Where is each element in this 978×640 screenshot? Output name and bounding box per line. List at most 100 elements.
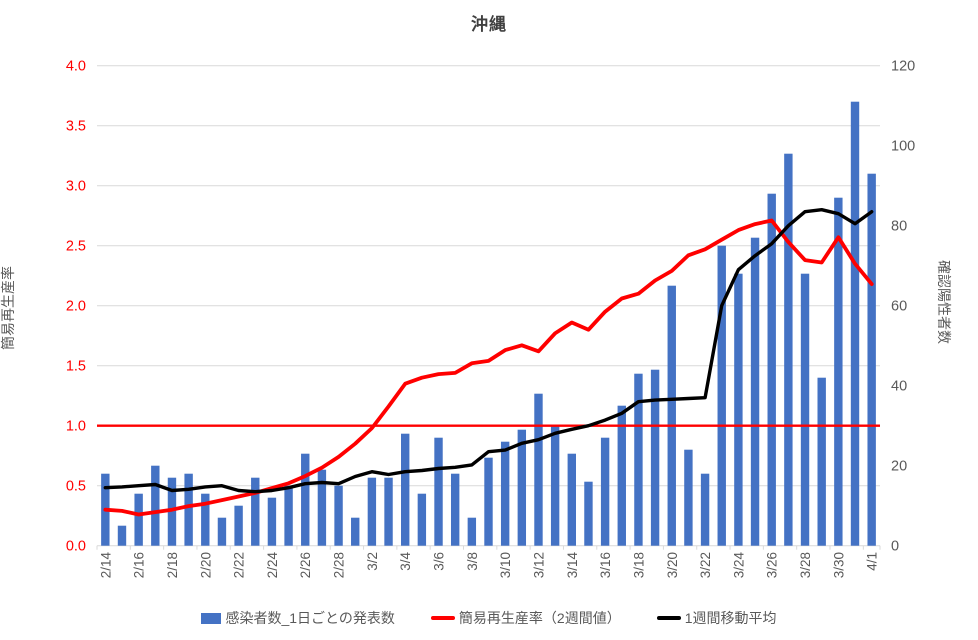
x-axis-tick-label: 3/4 [398,552,413,571]
bar [284,485,293,546]
bar [517,429,527,546]
bar [334,485,343,546]
bar [750,237,760,546]
bar [567,453,576,546]
x-axis-tick-label: 2/20 [198,552,213,578]
x-axis-tick-label: 3/6 [432,552,447,571]
bar [267,497,277,546]
bar [684,449,693,546]
x-axis-tick-label: 4/1 [865,552,880,571]
bar [767,193,776,546]
bar [417,493,427,546]
bar [584,481,593,546]
x-axis-tick-label: 2/18 [165,552,180,578]
bar [650,369,660,546]
legend-label: 簡易再生産率（2週間値） [458,610,621,626]
right-axis-tick-label: 40 [891,379,907,395]
left-axis-tick-label: 1.5 [66,359,86,375]
bar [484,457,493,546]
left-axis-tick-label: 2.5 [66,239,86,255]
x-axis-tick-label: 3/28 [798,552,813,578]
x-axis-tick-label: 3/30 [831,552,846,578]
right-axis-tick-label: 0 [891,539,899,555]
bar [367,477,377,546]
chart-title: 沖縄 [471,15,507,34]
legend-item-reproduction-rate: 簡易再生産率（2週間値） [430,608,621,628]
bar [550,425,560,546]
x-axis-tick-label: 2/16 [132,552,147,578]
left-axis-tick-label: 0.5 [66,479,86,495]
right-axis-tick-label: 100 [891,139,915,155]
bar-swatch-icon [201,612,222,624]
bar [117,525,127,546]
bar [634,373,643,546]
reproduction-rate-line [103,218,874,517]
bar [467,517,477,546]
x-axis-tick-label: 2/22 [232,552,247,578]
bar [617,405,626,546]
x-axis-tick-label: 2/24 [265,552,280,579]
x-axis-tick-label: 3/22 [698,552,713,578]
x-axis-tick-label: 3/8 [465,552,480,571]
x-axis-tick-label: 3/20 [665,552,680,578]
bar [500,441,510,546]
bar [301,453,310,546]
bar [167,477,177,546]
bar [734,273,743,546]
bar [450,473,460,546]
bar [867,173,876,546]
right-axis-tick-label: 60 [891,299,907,315]
x-axis-tick-label: 2/14 [98,552,113,579]
left-axis-tick-label: 3.5 [66,119,86,135]
legend-item-moving-average: 1週間移動平均 [656,608,777,628]
bar [317,469,327,546]
chart-legend: 感染者数_1日ごとの発表数 簡易再生産率（2週間値） 1週間移動平均 [0,608,978,628]
red-line-swatch-icon [430,616,455,620]
left-axis-tick-label: 3.0 [66,179,86,195]
legend-item-cases: 感染者数_1日ごとの発表数 [201,608,395,628]
left-axis-tick-label: 0.0 [66,539,86,555]
right-axis-tick-label: 20 [891,459,907,475]
moving-average-line [103,207,874,494]
x-axis-tick-label: 3/26 [765,552,780,578]
bar [717,245,726,546]
x-axis-tick-label: 3/10 [498,552,513,578]
bar [234,505,243,546]
bar [784,153,793,546]
bar [251,477,260,546]
x-axis-tick-label: 3/12 [532,552,547,578]
bar [834,197,843,546]
bar [201,493,210,546]
x-axis-tick-label: 2/26 [298,552,313,578]
bar [534,393,543,546]
legend-label: 感染者数_1日ごとの発表数 [225,610,395,626]
black-line-swatch-icon [656,616,681,620]
x-axis-tick-label: 3/16 [598,552,613,578]
left-axis-tick-label: 1.0 [66,419,86,435]
bar [384,477,393,546]
x-axis-tick-label: 3/2 [365,552,380,571]
x-axis-tick-label: 3/24 [731,552,746,579]
bar [667,285,676,546]
left-axis-tick-label: 2.0 [66,299,86,315]
bar [217,517,227,546]
bar [151,465,160,546]
left-axis-tick-label: 4.0 [66,59,86,75]
bar [700,473,710,546]
bar [817,377,826,546]
bar [351,517,360,546]
right-axis-title: 確認陽性者数 [936,260,952,344]
x-axis-tick-label: 3/18 [631,552,646,578]
x-axis-tick-label: 2/28 [332,552,347,578]
left-axis-title: 簡易再生産率 [0,266,16,350]
right-axis-tick-label: 120 [891,59,915,75]
bar [184,473,193,546]
x-axis-tick-label: 3/14 [565,552,580,579]
bar [434,437,443,546]
bar [401,433,410,546]
right-axis-tick-label: 80 [891,219,907,235]
bar [850,101,860,546]
bar [600,437,610,546]
